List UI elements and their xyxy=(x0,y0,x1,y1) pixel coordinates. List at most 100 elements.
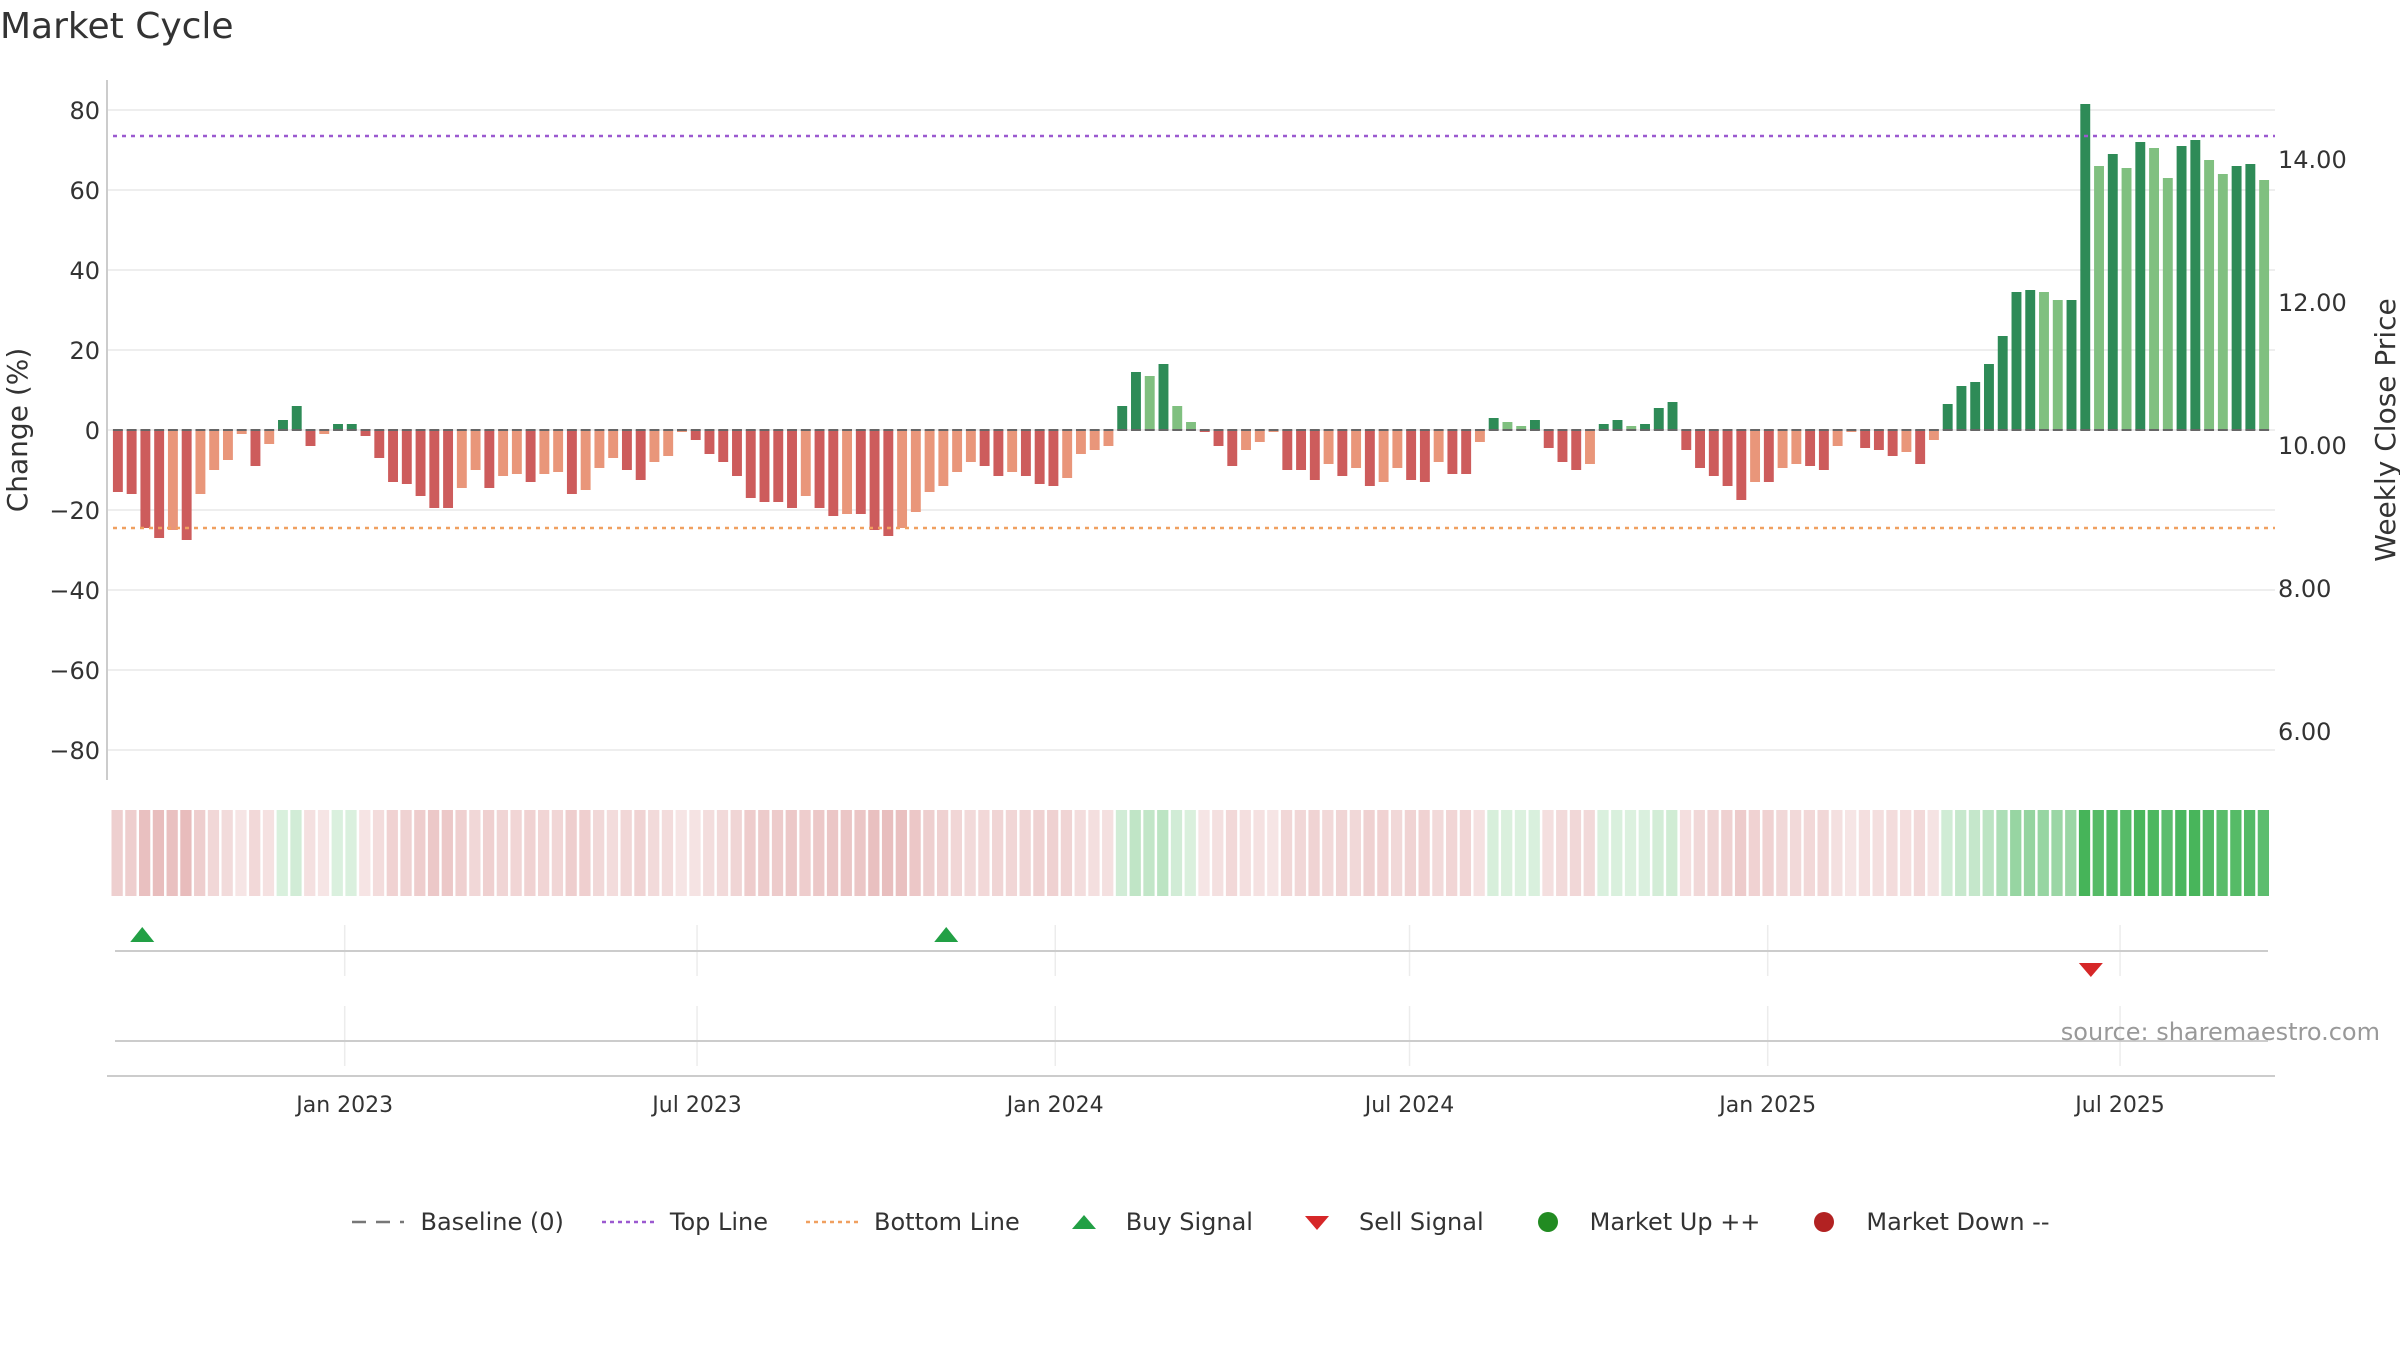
bar xyxy=(374,430,385,458)
heatmap-cell xyxy=(909,810,921,896)
heatmap-cell xyxy=(1996,810,2008,896)
heatmap-cell xyxy=(1597,810,1609,896)
heatmap-cell xyxy=(2161,810,2173,896)
bar xyxy=(333,424,343,430)
bar xyxy=(814,430,825,508)
bar xyxy=(415,430,426,496)
heatmap-cell xyxy=(537,810,550,896)
heatmap-cell xyxy=(620,810,632,896)
heatmap-cell xyxy=(1611,810,1623,896)
bar xyxy=(388,430,398,482)
heatmap-cell xyxy=(1845,810,1857,896)
bar xyxy=(869,430,880,530)
bar xyxy=(1144,376,1155,430)
heatmap-cell xyxy=(1212,810,1224,896)
heatmap-cell xyxy=(1955,810,1967,896)
bar xyxy=(2066,300,2077,430)
bar xyxy=(965,430,976,462)
heatmap-cell xyxy=(441,810,453,896)
heatmap-cell xyxy=(194,810,206,896)
bar xyxy=(1557,430,1568,462)
bar xyxy=(1722,430,1733,486)
bar xyxy=(1186,422,1196,430)
heatmap-cell xyxy=(1198,810,1210,896)
heatmap-cell xyxy=(1542,810,1554,896)
bar xyxy=(112,430,123,492)
bar xyxy=(291,406,302,430)
heatmap-cell xyxy=(1789,810,1802,896)
bar xyxy=(1832,430,1843,446)
heatmap-cell xyxy=(565,810,577,896)
bar xyxy=(539,430,550,474)
y-tick-label: 0 xyxy=(85,417,100,445)
heatmap-cell xyxy=(1734,810,1747,896)
bar xyxy=(842,430,853,514)
bar xyxy=(1956,386,1967,430)
bar xyxy=(621,430,632,470)
bar xyxy=(195,430,206,494)
bar xyxy=(1117,406,1128,430)
heatmap-cell xyxy=(1556,810,1568,896)
x-tick-label: Jan 2025 xyxy=(1717,1093,1816,1118)
heatmap-cell xyxy=(2188,810,2201,896)
bar xyxy=(1667,402,1678,430)
heatmap-cell xyxy=(744,810,756,896)
bar xyxy=(154,430,165,538)
heatmap-cell xyxy=(1335,810,1348,896)
bar xyxy=(140,430,151,528)
bar xyxy=(126,430,137,494)
bar xyxy=(1640,424,1650,430)
heatmap-cell xyxy=(1157,810,1169,896)
heatmap-cell xyxy=(166,810,178,896)
heatmap-cell xyxy=(675,810,687,896)
heatmap-cell xyxy=(2051,810,2063,896)
heatmap-cell xyxy=(1239,810,1251,896)
bar xyxy=(2121,168,2132,430)
bar xyxy=(1529,420,1540,430)
dotted-line-icon xyxy=(806,1220,859,1224)
bar xyxy=(1131,372,1141,430)
source-credit: source: sharemaestro.com xyxy=(2060,1018,2380,1046)
bar xyxy=(1626,426,1637,430)
heatmap-cell xyxy=(2092,810,2104,896)
heatmap-cell xyxy=(1005,810,1018,896)
heatmap-cell xyxy=(276,810,288,896)
y2-tick-label: 8.00 xyxy=(2278,575,2331,603)
dotted-line-icon xyxy=(601,1220,654,1224)
heatmap-cell xyxy=(703,810,715,896)
heatmap-cell xyxy=(1501,810,1513,896)
heatmap-cell xyxy=(978,810,990,896)
bar xyxy=(498,430,509,476)
heatmap-cell xyxy=(1748,810,1760,896)
bar xyxy=(979,430,990,466)
heatmap-cell xyxy=(290,810,302,896)
bar xyxy=(525,430,536,482)
legend-item: Bottom Line xyxy=(804,1208,1020,1236)
bar xyxy=(1075,430,1086,454)
y2-tick-label: 10.00 xyxy=(2278,432,2347,460)
heatmap-cell xyxy=(2106,810,2118,896)
bar xyxy=(1915,430,1926,464)
heatmap-cell xyxy=(1404,810,1417,896)
bar xyxy=(938,430,949,486)
heatmap-cell xyxy=(1143,810,1155,896)
heatmap-cell xyxy=(1886,810,1898,896)
bar xyxy=(745,430,756,498)
heatmap-cell xyxy=(2065,810,2077,896)
heatmap-cell xyxy=(331,810,343,896)
bar xyxy=(897,430,908,528)
bar xyxy=(236,430,247,434)
y2-tick-labels: 14.00 12.00 10.00 8.00 6.00 xyxy=(2278,146,2347,746)
bar xyxy=(1213,430,1224,446)
bar xyxy=(484,430,495,488)
heatmap-cell xyxy=(2078,810,2091,896)
heatmap-cell xyxy=(372,810,385,896)
y-tick-label: 20 xyxy=(69,337,100,365)
bar xyxy=(718,430,729,462)
heatmap-cell xyxy=(1060,810,1073,896)
circle-icon xyxy=(1537,1212,1558,1232)
chart-title: Market Cycle xyxy=(0,6,234,47)
bar xyxy=(2176,146,2187,430)
y-tick-label: −60 xyxy=(49,657,100,685)
heatmap-cell xyxy=(1638,810,1650,896)
